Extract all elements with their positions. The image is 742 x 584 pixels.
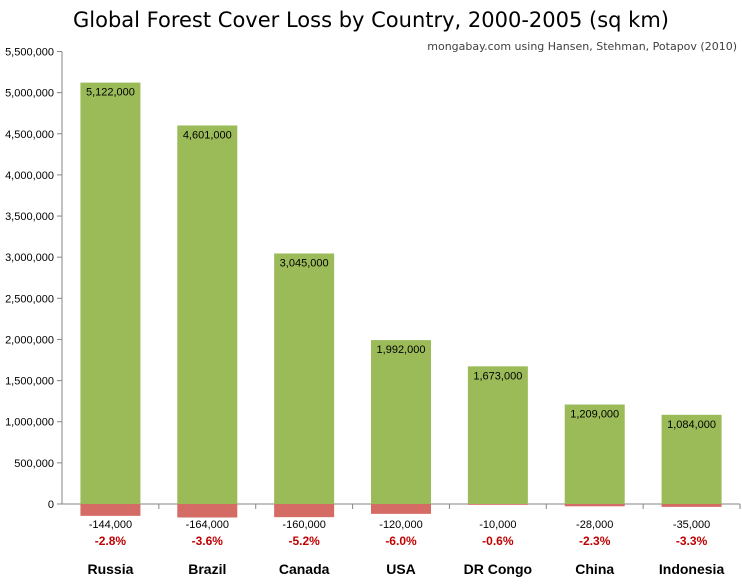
forest-loss-percent-label: -3.3% — [676, 534, 708, 548]
forest-cover-bar — [80, 82, 141, 504]
category-label: USA — [386, 561, 416, 577]
forest-loss-bar — [80, 504, 141, 516]
category-label: Canada — [279, 561, 330, 577]
y-tick-label: 5,000,000 — [5, 88, 54, 100]
forest-loss-value-label: -164,000 — [186, 519, 229, 531]
forest-cover-value-label: 1,209,000 — [570, 409, 619, 421]
forest-loss-value-label: -10,000 — [479, 519, 516, 531]
category-label: Brazil — [188, 561, 226, 577]
y-tick-label: 1,500,000 — [5, 376, 54, 388]
forest-cover-bar — [564, 404, 625, 504]
y-tick-label: 0 — [48, 499, 54, 511]
forest-loss-bar — [371, 504, 431, 514]
forest-loss-value-label: -144,000 — [89, 519, 132, 531]
category-label: China — [575, 561, 614, 577]
y-tick-label: 4,000,000 — [5, 170, 54, 182]
forest-cover-bar — [177, 125, 238, 504]
forest-loss-bar — [274, 504, 335, 518]
forest-cover-bar — [371, 340, 431, 504]
forest-cover-bar — [661, 414, 722, 504]
forest-cover-value-label: 1,673,000 — [473, 370, 522, 382]
axes: 0 500,000 1,000,000 1,500,000 2,000,000 2,500… — [5, 47, 741, 511]
forest-loss-percent-label: -5.2% — [288, 534, 320, 548]
forest-loss-bar — [177, 504, 238, 518]
forest-loss-percent-label: -6.0% — [385, 534, 417, 548]
forest-loss-percent-label: -2.8% — [95, 534, 127, 548]
forest-loss-value-label: -28,000 — [576, 519, 613, 531]
forest-loss-value-label: -120,000 — [379, 519, 422, 531]
chart-subtitle: mongabay.com using Hansen, Stehman, Pota… — [427, 40, 737, 53]
labels: 5,122,000 -144,000 -2.8% Russia 4,601,000 -16… — [86, 87, 724, 577]
forest-cover-value-label: 3,045,000 — [280, 257, 329, 269]
forest-loss-bar — [564, 504, 625, 507]
y-tick-label: 500,000 — [14, 458, 54, 470]
forest-loss-percent-label: -3.6% — [192, 534, 224, 548]
y-tick-label: 5,500,000 — [5, 47, 54, 59]
forest-cover-value-label: 5,122,000 — [86, 87, 135, 99]
y-tick-label: 1,000,000 — [5, 417, 54, 429]
category-label: Russia — [87, 561, 133, 577]
category-label: DR Congo — [464, 561, 532, 577]
forest-loss-percent-label: -2.3% — [579, 534, 611, 548]
forest-cover-value-label: 1,084,000 — [667, 419, 716, 431]
forest-cover-bar — [274, 253, 335, 504]
chart-title: Global Forest Cover Loss by Country, 200… — [73, 8, 669, 32]
forest-cover-bar — [467, 366, 528, 504]
forest-cover-value-label: 4,601,000 — [183, 129, 232, 141]
forest-cover-value-label: 1,992,000 — [377, 344, 426, 356]
forest-loss-percent-label: -0.6% — [482, 534, 514, 548]
y-tick-label: 2,000,000 — [5, 334, 54, 346]
forest-loss-bar — [467, 504, 528, 505]
forest-loss-value-label: -160,000 — [282, 519, 325, 531]
y-tick-label: 3,500,000 — [5, 211, 54, 223]
y-tick-label: 3,000,000 — [5, 252, 54, 264]
category-label: Indonesia — [659, 561, 725, 577]
y-tick-label: 2,500,000 — [5, 293, 54, 305]
y-tick-label: 4,500,000 — [5, 129, 54, 141]
forest-loss-bar — [661, 504, 722, 507]
bars — [80, 82, 722, 518]
forest-loss-value-label: -35,000 — [673, 519, 710, 531]
